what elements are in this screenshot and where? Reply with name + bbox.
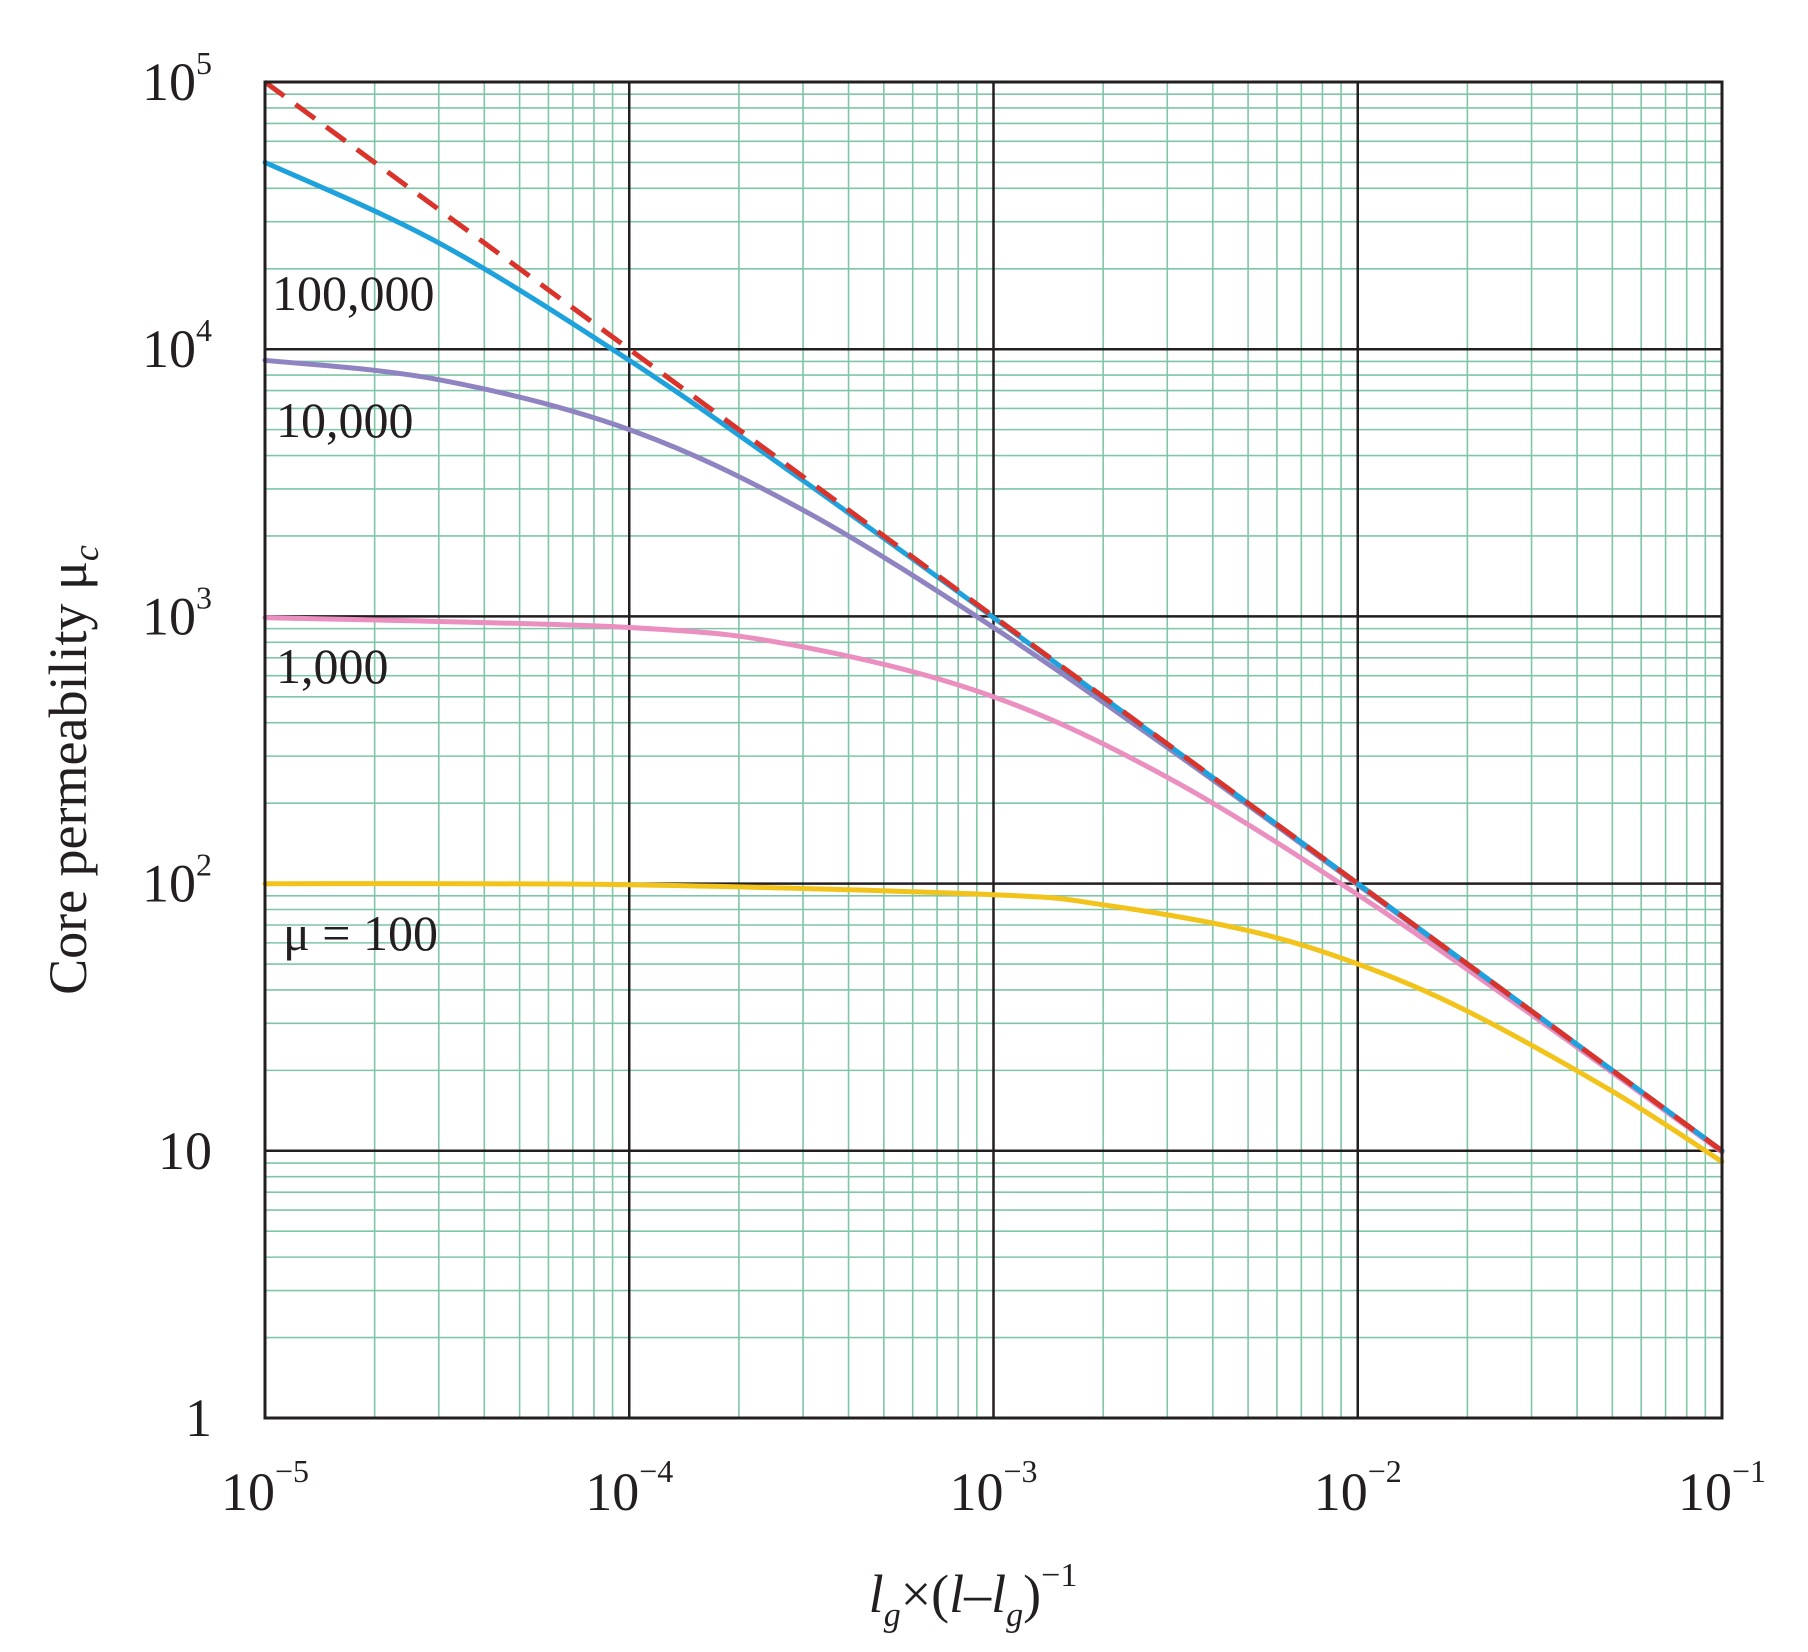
series-labels: μ = 100 1,000 10,000 100,000 [272, 265, 438, 961]
y-tick-label: 105 [142, 45, 212, 112]
series-label-mu-100: μ = 100 [283, 905, 438, 961]
plot-frame [263, 80, 1724, 1420]
x-axis-title: lg×(l–lg)−1 [869, 1557, 1078, 1634]
y-tick-label: 104 [142, 312, 212, 379]
x-tick-label: 10−2 [1314, 1453, 1402, 1522]
y-axis-title-main: Core permeability μ [38, 561, 98, 995]
x-tick-label: 10−4 [585, 1453, 673, 1522]
x-axis-title-sub2: g [1006, 1597, 1023, 1634]
x-axis-title-l3: l [991, 1564, 1006, 1624]
y-tick-label: 102 [142, 847, 212, 914]
x-axis-title-sup: −1 [1041, 1557, 1077, 1594]
series-label-mu-100000: 100,000 [272, 265, 435, 321]
y-tick-label: 1 [185, 1388, 212, 1448]
series-label-mu-1000: 1,000 [276, 638, 389, 694]
x-tick-label: 10−5 [221, 1453, 309, 1522]
series-line-mu-100000 [262, 159, 1725, 1154]
x-axis-title-mid: ×( [901, 1564, 949, 1624]
x-axis-title-sub1: g [884, 1597, 901, 1634]
x-tick-label: 10−1 [1678, 1453, 1766, 1522]
y-axis-title: Core permeability μc [38, 545, 106, 995]
x-axis-title-dash: – [963, 1564, 992, 1624]
series-line-mu-1000 [262, 615, 1725, 1155]
limit-dashed-line [263, 79, 1724, 1153]
x-axis-title-l1: l [869, 1564, 884, 1624]
x-axis-title-l2: l [949, 1564, 964, 1624]
y-axis-title-sub: c [66, 545, 106, 561]
series-label-mu-10000: 10,000 [276, 392, 414, 448]
y-tick-labels: 1 10 102 103 104 105 [142, 45, 212, 1448]
series-line-mu-100 [262, 881, 1725, 1165]
x-axis-title-close: ) [1023, 1564, 1041, 1624]
y-tick-label: 103 [142, 579, 212, 646]
series-lines [262, 79, 1725, 1165]
minor-grid [265, 82, 1722, 1418]
x-tick-label: 10−3 [949, 1453, 1037, 1522]
y-tick-label: 10 [158, 1121, 212, 1181]
x-tick-labels: 10−5 10−4 10−3 10−2 10−1 [221, 1453, 1766, 1522]
